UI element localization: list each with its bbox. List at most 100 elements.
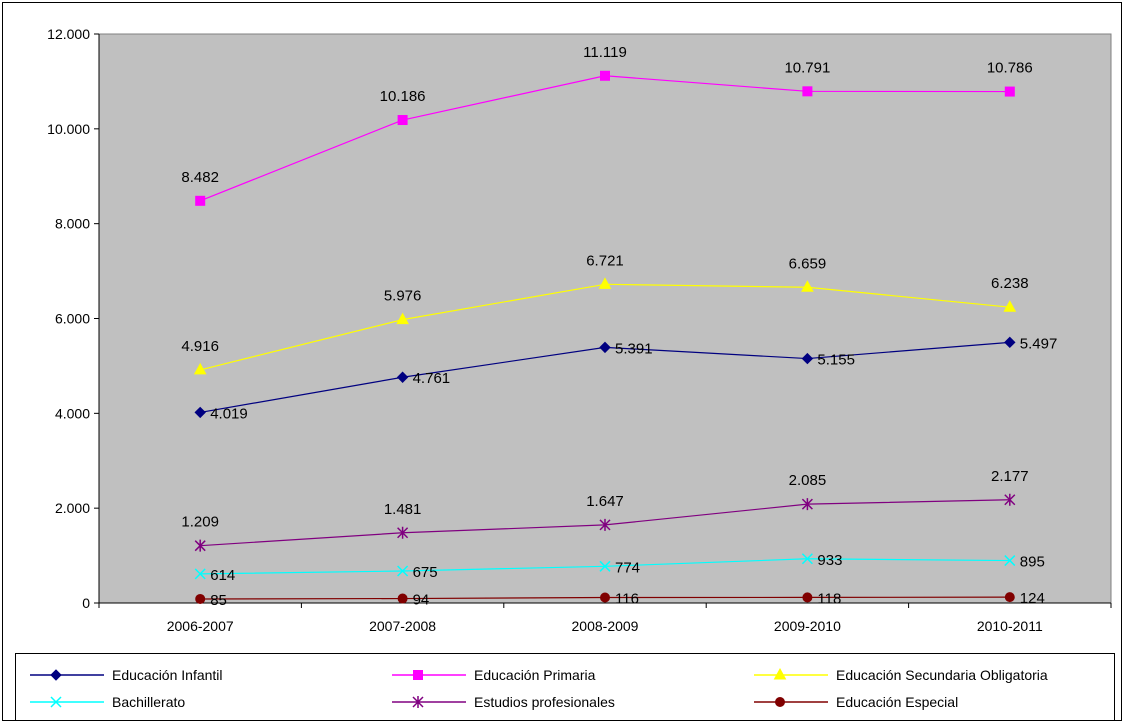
data-point [599,341,611,354]
data-label: 10.186 [380,88,426,105]
data-point [802,86,813,97]
data-point [801,553,813,565]
data-point [1004,86,1015,97]
data-label: 895 [1020,554,1045,571]
x-tick-label: 2010-2011 [977,618,1043,634]
x-tick-label: 2008-2009 [572,618,639,634]
data-point [397,565,409,577]
data-point [396,312,409,325]
data-label: 1.481 [384,501,422,518]
legend-label: Educación Secundaria Obligatoria [836,667,1048,683]
data-label: 6.721 [586,252,624,269]
legend-marker [412,696,424,708]
data-point [801,280,814,292]
data-point [598,277,612,289]
data-point [193,362,207,375]
legend-swatch [754,697,828,707]
data-point [194,406,206,419]
legend-marker [413,670,423,680]
data-label: 5.391 [615,340,653,357]
data-point [599,560,611,572]
data-label: 2.177 [991,468,1029,485]
data-labels-layer: 4.019 4.761 5.391 5.155 5.497 8.482 10.186 11.1… [181,44,1057,609]
data-label: 11.119 [583,44,627,61]
data-label: 94 [413,592,430,609]
legend-item: Educación Especial [752,691,958,713]
legend-item: Educación Secundaria Obligatoria [752,664,1048,686]
legend-marker [775,697,785,707]
legend-swatch [30,669,104,681]
data-point [1004,493,1016,506]
legend-item: Estudios profesionales [390,691,615,713]
legend-label: Educación Primaria [474,667,596,683]
series-0 [194,336,1016,419]
x-tick-label: 2007-2008 [369,618,436,634]
data-label: 6.238 [991,275,1029,292]
legend-item: Bachillerato [28,691,185,713]
data-label: 124 [1020,590,1045,607]
data-point [599,518,611,531]
y-tick-label: 2.000 [55,500,90,516]
legend-marker [50,669,62,681]
data-label: 2.085 [789,472,827,489]
data-label: 4.761 [413,370,451,387]
line-chart: 0 2.000 4.000 6.000 8.000 10.000 12.000 2006-20… [47,26,1112,634]
plot-area [98,33,1112,604]
series-5 [195,592,1015,604]
data-point [1004,336,1016,349]
legend-marker [50,696,62,708]
legend-label: Educación Especial [836,694,959,710]
data-label: 8.482 [181,169,219,186]
data-label: 4.916 [181,338,219,355]
legend-item: Educación Primaria [390,664,595,686]
y-tick-label: 6.000 [55,311,90,327]
axes: 0 2.000 4.000 6.000 8.000 10.000 12.000 2006-20… [47,26,1112,634]
data-point [600,70,610,81]
legend-item: Educación Infantil [28,664,223,686]
data-point [195,195,206,206]
data-point [801,498,813,511]
data-point [1003,300,1017,312]
legend-swatch [754,667,828,680]
data-label: 85 [210,592,227,609]
y-tick-label: 8.000 [55,216,90,232]
y-tick-label: 4.000 [55,405,90,421]
data-point [397,593,408,604]
data-point [1004,592,1015,603]
data-label: 5.497 [1020,335,1058,352]
data-point [801,352,814,365]
data-label: 10.791 [784,59,830,76]
series-1 [195,70,1015,206]
data-point [802,592,813,603]
data-label: 774 [615,559,640,576]
data-label: 116 [615,590,639,607]
data-point [600,592,610,603]
legend-label: Bachillerato [112,694,186,710]
data-point [195,593,206,604]
data-label: 5.976 [384,288,422,305]
data-label: 1.647 [586,493,624,510]
data-label: 10.786 [987,60,1033,77]
legend: Educación Infantil Educación Primaria Educ… [15,653,1115,721]
y-tick-label: 10.000 [47,121,90,137]
legend-marker [773,667,787,680]
series-4 [194,493,1016,552]
data-label: 118 [817,590,841,607]
series-layer [193,70,1017,604]
legend-label: Estudios profesionales [474,694,615,710]
legend-swatch [392,696,466,708]
series-2 [193,277,1017,375]
data-point [1004,555,1016,567]
data-point [396,371,409,383]
data-label: 933 [817,552,842,569]
x-tick-label: 2009-2010 [774,618,841,634]
data-label: 614 [210,567,235,584]
series-3 [194,553,1016,580]
data-point [194,539,206,552]
data-point [194,568,206,580]
x-tick-label: 2006-2007 [167,618,234,634]
legend-swatch [392,670,466,680]
data-label: 4.019 [210,405,248,422]
legend-label: Educación Infantil [112,667,223,683]
data-point [397,526,409,539]
